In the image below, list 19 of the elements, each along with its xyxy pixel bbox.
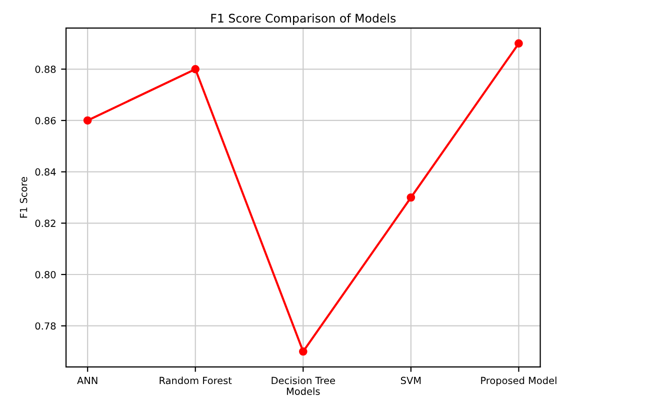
y-tick-label: 0.86 [35,116,56,124]
y-axis-title: F1 Score [20,176,28,218]
chart-title: F1 Score Comparison of Models [211,14,396,25]
x-tick-label: ANN [77,376,98,384]
x-tick-label: Decision Tree [272,376,335,384]
y-tick-label: 0.82 [35,220,56,227]
point [514,39,523,48]
y-tick-label: 0.80 [35,270,56,278]
x-tick-label: SVM [400,376,421,384]
y-tick-label: 0.78 [35,322,56,330]
x-tick-label: Proposed Model [481,376,556,386]
point [191,64,200,74]
point [298,347,308,356]
x-axis-title: Models [286,387,320,395]
y-tick-label: 0.88 [35,66,56,73]
y-tick-label: 0.84 [35,168,56,176]
x-tick-label: Random Forest [160,376,232,384]
point [83,116,92,125]
point [406,193,416,202]
